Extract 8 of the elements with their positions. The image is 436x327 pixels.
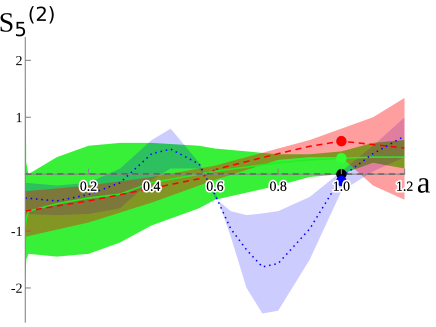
- x-axis-title: a: [418, 178, 430, 193]
- y-tick-label: -2: [11, 284, 22, 293]
- y-tick-label: -1: [11, 226, 22, 236]
- x-tick-label: 1.2: [397, 182, 413, 191]
- x-tick-label: 0.6: [206, 182, 224, 191]
- y-tick-label: 1: [16, 112, 22, 122]
- y-axis-title: S$_{5}$$^{(2)}$: [0, 6, 54, 36]
- y-tick-label: 2: [16, 56, 22, 66]
